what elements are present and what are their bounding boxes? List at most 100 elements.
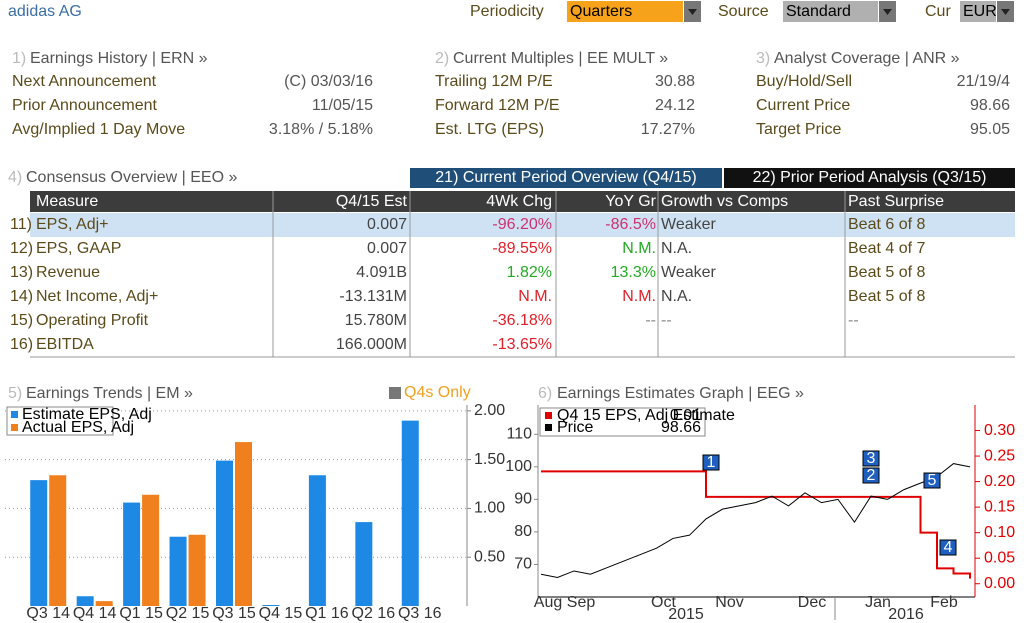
row-value: 11/05/15 — [312, 97, 373, 114]
legend-swatch — [545, 412, 552, 419]
tab-label: 22) Prior Period Analysis (Q3/15) — [753, 169, 987, 186]
x-tick-label: Nov — [715, 594, 743, 611]
bar — [216, 460, 233, 606]
row-value: 30.88 — [655, 73, 695, 90]
x-tick-label: Aug — [534, 594, 562, 611]
event-marker[interactable] — [939, 539, 957, 556]
cell: 1.82% — [507, 264, 552, 281]
section-title[interactable]: Earnings Trends | EM » — [26, 385, 193, 402]
row-label: Forward 12M P/E — [435, 97, 559, 114]
row-value: 21/19/4 — [957, 73, 1010, 90]
field[interactable] — [960, 1, 996, 22]
x-tick-label: Q2 15 — [166, 605, 210, 622]
row-num[interactable]: 14) — [10, 288, 33, 305]
section-num: 3) — [756, 50, 770, 67]
y-tick-label: 70 — [514, 556, 532, 573]
cell: Weaker — [661, 216, 717, 233]
y-tick-label: 110 — [506, 426, 532, 443]
event-label: 3 — [867, 450, 876, 467]
cell: Net Income, Adj+ — [36, 288, 158, 305]
section-title[interactable]: Consensus Overview | EEO » — [26, 169, 237, 186]
y-tick-label: 100 — [505, 458, 532, 475]
field-label: Source — [718, 3, 769, 20]
bar — [76, 596, 94, 606]
title: adidas AG — [8, 3, 82, 20]
y-tick-label: 1.50 — [474, 451, 505, 468]
row-num[interactable]: 12) — [10, 240, 33, 257]
x-tick-label: Q4 15 — [259, 605, 303, 622]
x-tick-label: Q3 14 — [26, 605, 70, 622]
legend-value: 0.01 — [670, 407, 701, 424]
x-tick-label: Q1 16 — [305, 605, 349, 622]
field-label: Periodicity — [470, 3, 544, 20]
column-header: Past Surprise — [848, 193, 944, 210]
table-header — [30, 191, 1015, 212]
column-header: 4Wk Chg — [486, 193, 552, 210]
field-value: EUR — [963, 3, 997, 20]
cell: -36.18% — [492, 312, 552, 329]
cell: N.M. — [622, 288, 656, 305]
event-marker[interactable] — [862, 467, 880, 484]
cell: N.A. — [661, 240, 692, 257]
legend-label: Actual EPS, Adj — [22, 419, 134, 436]
cell: -89.55% — [492, 240, 552, 257]
toggle-label: Q4s Only — [404, 384, 471, 401]
y2-tick-label: 0.20 — [984, 473, 1015, 490]
checkbox[interactable] — [389, 387, 401, 399]
field-value: Quarters — [570, 3, 632, 20]
row-num[interactable]: 13) — [10, 264, 33, 281]
tab[interactable] — [410, 168, 722, 188]
field-label: Cur — [925, 3, 951, 20]
bar — [355, 522, 373, 606]
line — [541, 470, 971, 579]
y-tick-label: 90 — [514, 491, 532, 508]
column-header: Measure — [36, 193, 98, 210]
row-num[interactable]: 11) — [10, 216, 32, 233]
cell: Weaker — [661, 264, 717, 281]
bar — [123, 502, 141, 606]
row-label: Next Announcement — [12, 73, 157, 90]
row-label: Target Price — [756, 121, 841, 138]
event-marker[interactable] — [862, 450, 880, 467]
event-marker[interactable] — [702, 454, 720, 471]
section-title[interactable]: Earnings History | ERN » — [30, 50, 208, 67]
y2-tick-label: 0.15 — [984, 498, 1015, 515]
row-label: Avg/Implied 1 Day Move — [12, 121, 185, 138]
row-label: Current Price — [756, 97, 850, 114]
section-title[interactable]: Earnings Estimates Graph | EEG » — [557, 385, 804, 402]
bar — [169, 536, 187, 606]
x-tick-label: Jan — [865, 594, 891, 611]
x-tick-label: Q4 14 — [73, 605, 117, 622]
event-marker[interactable] — [923, 472, 941, 489]
bar — [308, 475, 326, 606]
bar — [401, 420, 419, 606]
bar — [262, 605, 280, 606]
bar — [142, 494, 160, 606]
field[interactable] — [783, 1, 878, 22]
cell: 166.000M — [336, 336, 407, 353]
event-label: 4 — [944, 539, 953, 556]
cell: Beat 6 of 8 — [848, 216, 925, 233]
legend-label: Price — [557, 419, 594, 436]
y-tick-label: 80 — [514, 523, 532, 540]
section-num: 6) — [538, 385, 552, 402]
column-header: YoY Gr — [605, 193, 656, 210]
cell: N.A. — [661, 288, 692, 305]
tab[interactable] — [724, 168, 1015, 188]
year-label: 2016 — [888, 606, 924, 623]
column-header: Growth vs Comps — [661, 193, 788, 210]
row-num[interactable]: 15) — [10, 312, 33, 329]
x-tick-label: Q3 15 — [212, 605, 256, 622]
row-num[interactable]: 16) — [10, 336, 33, 353]
y-tick-label: 0.50 — [474, 548, 505, 565]
cell: -- — [848, 312, 859, 329]
cell: -13.65% — [492, 336, 552, 353]
field[interactable] — [567, 1, 683, 22]
legend-value: 98.66 — [661, 419, 701, 436]
section-title[interactable]: Current Multiples | EE MULT » — [453, 50, 668, 67]
row-highlight — [30, 213, 1015, 237]
cell: -13.131M — [339, 288, 407, 305]
section-title[interactable]: Analyst Coverage | ANR » — [774, 50, 960, 67]
y2-tick-label: 0.10 — [984, 524, 1015, 541]
y2-tick-label: 0.25 — [984, 447, 1015, 464]
